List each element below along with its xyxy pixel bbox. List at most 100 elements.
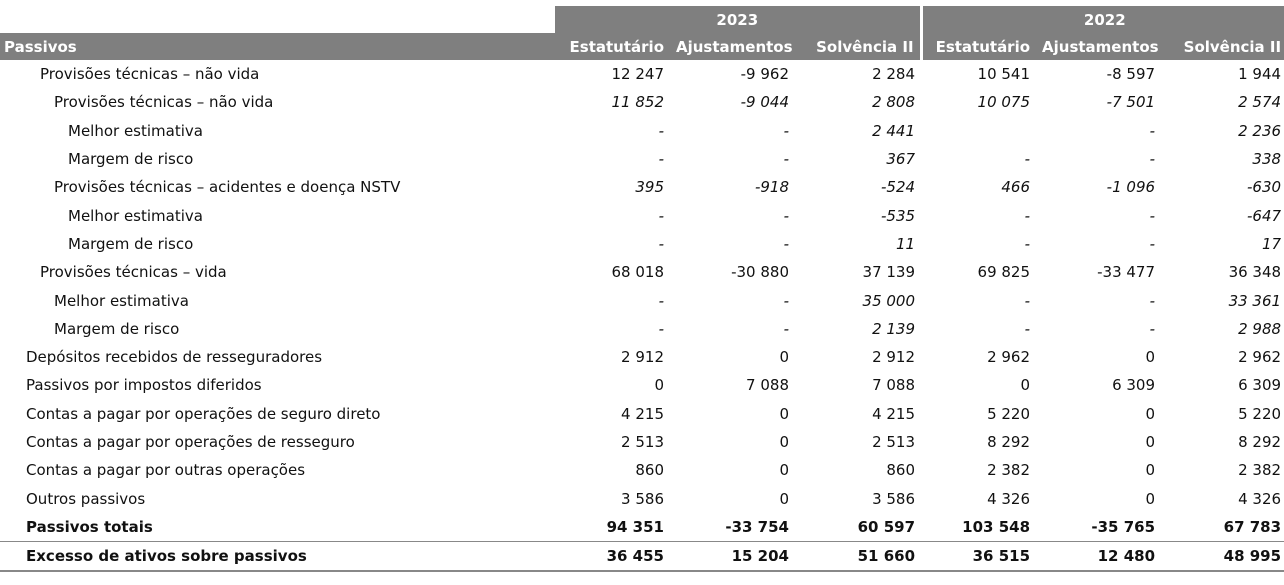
cell-statutory-2022: - xyxy=(1024,319,1031,338)
table-row: Melhor estimativa - - 35 000 - - 33 361 xyxy=(0,286,1284,314)
cell-solvency-2023: 3 586 xyxy=(872,489,916,508)
row-label: Excesso de ativos sobre passivos xyxy=(0,541,555,573)
table-row: Passivos por impostos diferidos 0 7 088 … xyxy=(0,371,1284,399)
cell-solvency-2023: 2 513 xyxy=(872,433,916,451)
cell-solvency-2023: -535 xyxy=(880,206,916,225)
cell-solvency-2023: 7 088 xyxy=(872,376,916,395)
cell-solvency-2023: 367 xyxy=(886,150,916,169)
row-label: Contas a pagar por operações de seguro d… xyxy=(26,404,381,423)
table-row: Provisões técnicas – não vida 12 247 -9 … xyxy=(0,60,1284,88)
row-label: Melhor estimativa xyxy=(68,121,203,140)
column-header-adjustments-2022: Ajustamentos xyxy=(1036,33,1162,60)
cell-solvency-2023: 11 xyxy=(895,234,916,253)
cell-solvency-2022: 8 292 xyxy=(1238,433,1282,451)
header-blank-cell xyxy=(0,6,555,33)
cell-statutory-2022: 466 xyxy=(1001,178,1031,197)
cell-solvency-2022: 2 382 xyxy=(1238,461,1282,480)
cell-adjustments-2022: 6 309 xyxy=(1112,376,1156,395)
row-label: Provisões técnicas – não vida xyxy=(40,65,260,84)
cell-statutory-2022: 10 075 xyxy=(977,93,1031,112)
cell-solvency-2023: 2 912 xyxy=(872,348,916,367)
cell-statutory-2023: 68 018 xyxy=(611,263,665,282)
row-label: Passivos totais xyxy=(0,512,555,543)
column-header-statutory-2023: Estatutário xyxy=(555,33,670,60)
cell-adjustments-2022: 0 xyxy=(1145,404,1156,423)
cell-solvency-2022: -647 xyxy=(1247,206,1282,225)
cell-solvency-2022: 338 xyxy=(1252,150,1282,169)
cell-statutory-2022: - xyxy=(1024,150,1031,169)
cell-adjustments-2023: - xyxy=(783,206,789,225)
year-header-2023: 2023 xyxy=(555,6,922,33)
cell-solvency-2022: 2 988 xyxy=(1238,319,1282,338)
cell-adjustments-2022: - xyxy=(1149,150,1156,169)
cell-adjustments-2022: - xyxy=(1149,291,1156,310)
cell-statutory-2022: 36 515 xyxy=(921,541,1037,573)
liabilities-table: 2023 2022 Passivos Estatutário Ajustamen… xyxy=(0,6,1284,573)
cell-solvency-2023: 37 139 xyxy=(862,263,916,282)
cell-statutory-2023: 395 xyxy=(635,178,664,197)
row-label: Contas a pagar por outras operações xyxy=(26,461,306,480)
excess-assets-row: Excesso de ativos sobre passivos 36 455 … xyxy=(0,541,1284,573)
cell-adjustments-2022: - xyxy=(1149,319,1156,338)
cell-adjustments-2022: - xyxy=(1149,234,1156,253)
year-header-2022: 2022 xyxy=(919,6,1284,33)
cell-solvency-2022: 1 944 xyxy=(1238,65,1282,84)
row-label: Margem de risco xyxy=(54,319,180,338)
cell-adjustments-2023: 0 xyxy=(779,433,789,451)
cell-solvency-2022: 67 783 xyxy=(1161,512,1284,543)
cell-solvency-2023: 2 808 xyxy=(872,93,916,112)
cell-adjustments-2023: - xyxy=(783,319,789,338)
table-row: Provisões técnicas – vida 68 018 -30 880… xyxy=(0,258,1284,286)
cell-solvency-2023: 860 xyxy=(886,461,916,480)
table-row: Provisões técnicas – não vida 11 852 -9 … xyxy=(0,88,1284,116)
table-row: Melhor estimativa - - -535 - - -647 xyxy=(0,201,1284,229)
column-header-adjustments-2023: Ajustamentos xyxy=(670,33,795,60)
cell-statutory-2023: - xyxy=(658,291,664,310)
cell-adjustments-2023: 0 xyxy=(779,489,789,508)
cell-solvency-2023: 4 215 xyxy=(872,404,916,423)
table-row: Margem de risco - - 11 - - 17 xyxy=(0,230,1284,258)
cell-statutory-2022: 10 541 xyxy=(977,65,1031,84)
table-row: Outros passivos 3 586 0 3 586 4 326 0 4 … xyxy=(0,484,1284,512)
table-row: Contas a pagar por outras operações 860 … xyxy=(0,456,1284,484)
cell-adjustments-2022: - xyxy=(1149,206,1156,225)
cell-solvency-2022: 4 326 xyxy=(1238,489,1282,508)
cell-solvency-2022: 2 236 xyxy=(1238,121,1282,140)
cell-adjustments-2022: - xyxy=(1149,121,1156,140)
cell-solvency-2022: -630 xyxy=(1247,178,1282,197)
cell-adjustments-2023: 0 xyxy=(779,348,789,367)
cell-solvency-2023: -524 xyxy=(880,178,916,197)
cell-solvency-2022: 2 574 xyxy=(1238,93,1282,112)
column-header-liabilities: Passivos xyxy=(0,33,555,60)
table-row: Contas a pagar por operações de ressegur… xyxy=(0,428,1284,456)
cell-adjustments-2023: -9 962 xyxy=(740,65,789,84)
cell-adjustments-2023: - xyxy=(783,150,789,169)
cell-statutory-2023: - xyxy=(658,121,664,140)
cell-solvency-2023: 51 660 xyxy=(795,541,922,573)
cell-adjustments-2023: -30 880 xyxy=(731,263,789,282)
row-label: Contas a pagar por operações de ressegur… xyxy=(26,433,355,451)
cell-solvency-2023: 60 597 xyxy=(795,512,922,543)
cell-adjustments-2023: 0 xyxy=(779,461,789,480)
cell-solvency-2022: 5 220 xyxy=(1238,404,1282,423)
cell-solvency-2022: 48 995 xyxy=(1161,541,1284,573)
row-label: Margem de risco xyxy=(68,234,194,253)
cell-statutory-2023: 860 xyxy=(635,461,664,480)
cell-statutory-2023: - xyxy=(658,234,664,253)
row-label: Depósitos recebidos de resseguradores xyxy=(26,348,323,367)
table-row: Provisões técnicas – acidentes e doença … xyxy=(0,173,1284,201)
cell-statutory-2023: 94 351 xyxy=(555,512,670,543)
cell-statutory-2022: - xyxy=(1024,291,1031,310)
cell-statutory-2023: - xyxy=(658,150,664,169)
cell-adjustments-2022: 0 xyxy=(1145,461,1156,480)
row-label: Outros passivos xyxy=(26,489,146,508)
cell-statutory-2023: 2 513 xyxy=(621,433,664,451)
cell-solvency-2022: 36 348 xyxy=(1228,263,1282,282)
cell-adjustments-2022: 0 xyxy=(1145,489,1156,508)
cell-adjustments-2022: -8 597 xyxy=(1106,65,1156,84)
cell-statutory-2022: 69 825 xyxy=(977,263,1031,282)
cell-statutory-2023: 36 455 xyxy=(555,541,670,573)
year-header-row: 2023 2022 xyxy=(0,6,1284,33)
cell-solvency-2023: 2 139 xyxy=(872,319,916,338)
cell-statutory-2022: - xyxy=(1024,206,1031,225)
